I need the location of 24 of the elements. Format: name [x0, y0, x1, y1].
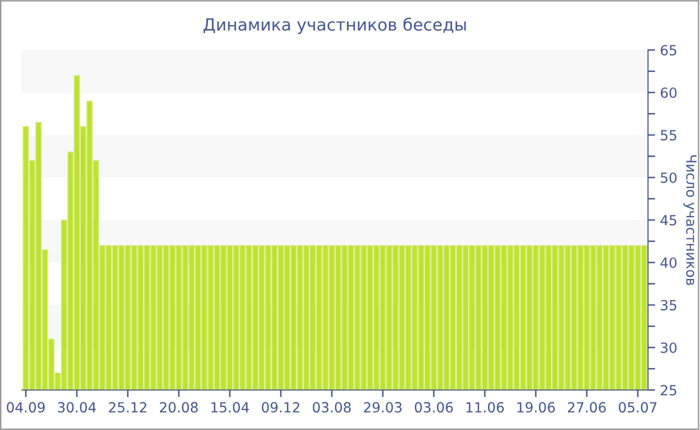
x-tick-label: 03.08: [312, 402, 351, 413]
x-tick-label: 03.06: [414, 402, 453, 413]
x-tick-label: 25.12: [108, 402, 146, 413]
y-tick-label: 55: [660, 130, 676, 140]
y-tick-label: 30: [660, 342, 677, 353]
x-tick-label: 30.04: [58, 402, 96, 413]
x-tick-label: 05.07: [618, 402, 656, 413]
x-tick-label: 04.09: [6, 402, 45, 413]
chart-title: Динамика участников беседы: [204, 18, 466, 34]
y-tick-label: 60: [660, 87, 677, 98]
x-tick-label: 27.06: [568, 402, 606, 413]
y-tick-label: 50: [660, 172, 677, 183]
y-tick-label: 35: [660, 300, 676, 310]
y-tick-label: 45: [660, 215, 676, 226]
x-tick-label: 15.04: [211, 402, 249, 413]
y-tick-label: 25: [660, 384, 676, 396]
x-tick-label: 20.08: [160, 402, 198, 413]
x-tick-label: 19.06: [517, 402, 555, 413]
x-tick-label: 11.06: [466, 402, 504, 413]
x-tick-label: 09.12: [262, 402, 300, 413]
y-axis-title: Число участников: [683, 155, 696, 286]
y-tick-label: 40: [660, 257, 677, 268]
x-tick-label: 29.03: [364, 402, 402, 413]
y-tick-label: 65: [660, 44, 676, 56]
